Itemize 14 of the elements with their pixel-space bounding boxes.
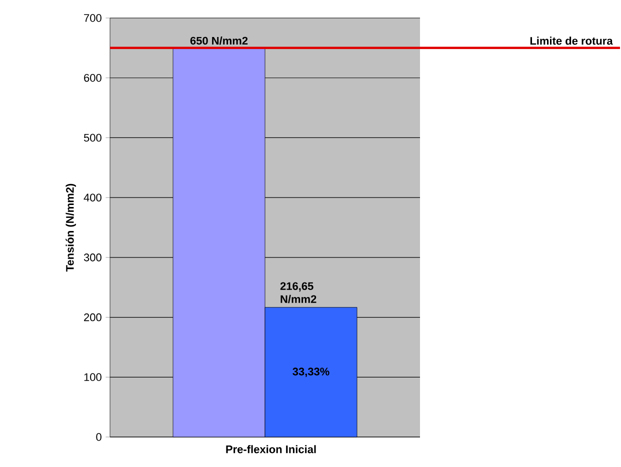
y-tick-label: 200 bbox=[84, 313, 102, 322]
y-tick-label: 600 bbox=[84, 74, 102, 82]
y-tick-label: 400 bbox=[84, 194, 102, 202]
annotation: 33,33% bbox=[292, 368, 330, 378]
y-tick-label: 100 bbox=[84, 373, 102, 382]
y-axis-title: Tensión (N/mm2) bbox=[66, 184, 76, 272]
ref-line-label: Limite de rotura bbox=[530, 36, 613, 45]
data-label: 650 N/mm2 bbox=[190, 36, 248, 45]
y-tick-label: 0 bbox=[96, 433, 102, 441]
y-tick-label: 700 bbox=[84, 14, 102, 22]
y-tick-label: 500 bbox=[84, 134, 102, 142]
x-tick-label: Pre-flexion Inicial bbox=[226, 445, 316, 454]
y-tick-label: 300 bbox=[84, 254, 102, 262]
data-label: 216,65 N/mm2 bbox=[280, 282, 316, 304]
